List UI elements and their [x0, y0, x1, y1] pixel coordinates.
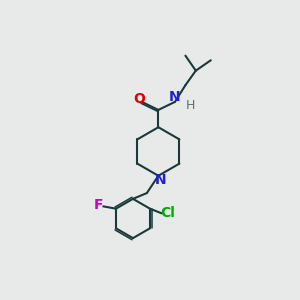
Text: N: N [169, 90, 181, 104]
Text: N: N [155, 173, 167, 188]
Text: H: H [185, 99, 195, 112]
Text: Cl: Cl [160, 206, 175, 220]
Text: O: O [134, 92, 146, 106]
Text: F: F [94, 198, 104, 212]
